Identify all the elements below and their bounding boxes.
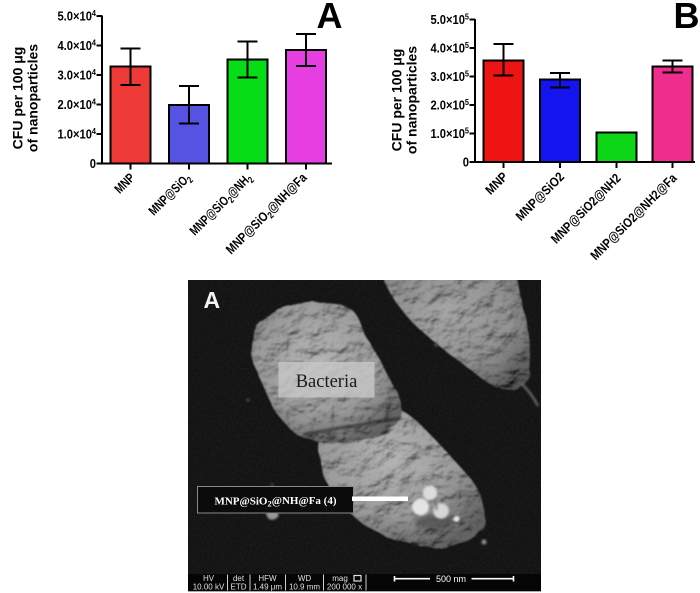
svg-text:10.00 kV: 10.00 kV (193, 583, 225, 592)
svg-text:of nanoparticles: of nanoparticles (24, 44, 40, 152)
svg-text:Bacteria: Bacteria (296, 372, 358, 392)
svg-text:4.0×104: 4.0×104 (57, 38, 96, 53)
svg-text:3.0×105: 3.0×105 (430, 69, 469, 84)
svg-text:det: det (233, 574, 245, 583)
svg-text:3.0×104: 3.0×104 (57, 67, 96, 82)
svg-text:B: B (674, 0, 700, 36)
svg-text:5.0×105: 5.0×105 (430, 12, 469, 27)
svg-text:MNP@SiO2@NH@Fa (4): MNP@SiO2@NH@Fa (4) (214, 495, 336, 509)
svg-text:2.0×105: 2.0×105 (430, 97, 469, 112)
svg-text:1.49 μm: 1.49 μm (253, 583, 282, 592)
svg-text:MNP: MNP (482, 169, 510, 197)
svg-text:10.9 mm: 10.9 mm (289, 583, 320, 592)
svg-text:A: A (204, 287, 221, 313)
svg-text:1.0×105: 1.0×105 (430, 126, 469, 141)
svg-text:MNP@SiO2: MNP@SiO2 (513, 169, 568, 224)
svg-text:0: 0 (90, 156, 96, 171)
svg-text:CFU per 100 μg: CFU per 100 μg (9, 47, 25, 150)
svg-text:MNP: MNP (112, 170, 138, 196)
svg-text:CFU per 100 μg: CFU per 100 μg (388, 49, 404, 152)
svg-text:of nanoparticles: of nanoparticles (403, 46, 419, 154)
svg-text:MNP@SiO2: MNP@SiO2 (146, 170, 195, 219)
svg-text:HV: HV (203, 574, 215, 583)
svg-text:500 nm: 500 nm (436, 574, 466, 584)
svg-text:ETD: ETD (231, 583, 247, 592)
svg-text:200 000 x: 200 000 x (327, 583, 362, 592)
svg-text:5.0×104: 5.0×104 (57, 8, 96, 23)
svg-text:WD: WD (298, 574, 312, 583)
svg-text:A: A (317, 0, 343, 36)
svg-text:0: 0 (463, 155, 469, 170)
svg-text:4.0×105: 4.0×105 (430, 40, 469, 55)
svg-text:mag: mag (332, 574, 348, 583)
svg-text:HFW: HFW (258, 574, 277, 583)
svg-text:1.0×104: 1.0×104 (57, 126, 96, 141)
svg-text:2.0×104: 2.0×104 (57, 97, 96, 112)
